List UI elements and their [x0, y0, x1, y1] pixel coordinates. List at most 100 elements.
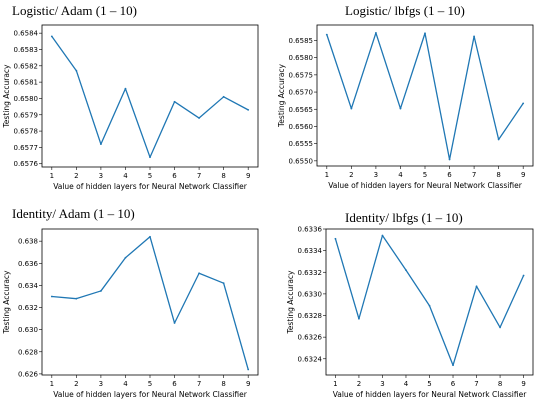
- x-tick-label: 3: [374, 171, 378, 179]
- y-tick-label: 0.6580: [14, 95, 39, 103]
- data-point: [50, 35, 53, 38]
- x-tick-label: 9: [521, 171, 525, 179]
- y-tick-label: 0.6328: [298, 312, 323, 320]
- chart-title-identity-lbfgs: Identity/ lbfgs (1 – 10): [345, 210, 463, 225]
- data-point: [149, 235, 151, 238]
- data-point: [222, 95, 225, 98]
- x-axis-label: Value of hidden layers for Neural Networ…: [328, 181, 522, 190]
- y-axis-label: Testing Accuracy: [286, 270, 295, 335]
- y-tick-label: 0.6570: [289, 89, 314, 97]
- x-tick-label: 2: [357, 380, 361, 388]
- y-axis-label: Testing Accuracy: [2, 64, 11, 129]
- y-tick-label: 0.6577: [14, 144, 39, 152]
- y-tick-label: 0.6585: [289, 37, 314, 45]
- y-tick-label: 0.6583: [14, 46, 39, 54]
- data-point: [399, 107, 402, 110]
- x-tick-label: 6: [447, 171, 452, 179]
- data-point: [198, 272, 200, 275]
- data-point: [100, 290, 102, 292]
- data-point: [173, 322, 176, 324]
- x-tick-label: 2: [349, 171, 353, 179]
- data-point: [247, 108, 250, 111]
- y-tick-label: 0.6565: [289, 106, 314, 114]
- series-line-identity-adam: [51, 236, 249, 370]
- y-tick-label: 0.6576: [14, 160, 39, 168]
- x-tick-label: 7: [472, 171, 476, 179]
- chart-title-identity-adam: Identity/ Adam (1 – 10): [12, 206, 135, 221]
- series-line-logistic-lbfgs: [326, 32, 524, 161]
- x-tick-label: 3: [380, 380, 384, 388]
- data-point: [452, 364, 454, 367]
- x-tick-label: 3: [99, 380, 103, 388]
- y-tick-label: 0.634: [18, 282, 39, 290]
- data-point: [381, 234, 384, 237]
- data-point: [499, 326, 501, 329]
- x-tick-label: 7: [197, 380, 201, 388]
- y-tick-label: 0.6584: [14, 30, 39, 38]
- x-tick-label: 2: [74, 172, 78, 180]
- plot-frame-logistic-lbfgs: [316, 24, 534, 167]
- y-tick-label: 0.628: [18, 348, 38, 356]
- series-line-logistic-adam: [51, 36, 249, 158]
- data-point: [448, 158, 451, 161]
- y-axis-label: Testing Accuracy: [277, 63, 286, 128]
- y-tick-label: 0.636: [18, 260, 39, 268]
- x-tick-label: 9: [246, 172, 250, 180]
- data-point: [375, 32, 377, 34]
- x-tick-label: 4: [123, 380, 128, 388]
- x-tick-label: 1: [333, 380, 337, 388]
- y-tick-label: 0.6579: [14, 111, 39, 119]
- y-tick-label: 0.6324: [298, 355, 323, 363]
- y-tick-label: 0.6580: [289, 54, 314, 62]
- y-tick-label: 0.6550: [289, 157, 314, 165]
- y-tick-label: 0.6560: [289, 123, 314, 131]
- y-tick-label: 0.632: [18, 304, 38, 312]
- data-point: [473, 35, 475, 38]
- x-tick-label: 2: [74, 380, 78, 388]
- y-tick-label: 0.6334: [298, 247, 323, 255]
- x-tick-label: 8: [221, 172, 225, 180]
- x-tick-label: 4: [123, 172, 128, 180]
- x-tick-label: 5: [423, 171, 427, 179]
- y-tick-label: 0.626: [18, 370, 39, 378]
- x-tick-label: 7: [474, 380, 478, 388]
- x-tick-label: 4: [404, 380, 409, 388]
- y-tick-label: 0.6326: [298, 334, 323, 342]
- x-tick-label: 9: [521, 380, 525, 388]
- data-point: [222, 282, 225, 285]
- x-axis-label: Value of hidden layers for Neural Networ…: [53, 182, 247, 191]
- x-tick-label: 6: [451, 380, 456, 388]
- x-tick-label: 1: [50, 380, 54, 388]
- x-axis-label: Value of hidden layers for Neural Networ…: [333, 390, 527, 399]
- data-point: [424, 32, 426, 35]
- chart-title-logistic-adam: Logistic/ Adam (1 – 10): [12, 3, 137, 18]
- x-tick-label: 8: [498, 380, 502, 388]
- x-tick-label: 8: [496, 171, 500, 179]
- x-tick-label: 5: [148, 380, 152, 388]
- x-tick-label: 9: [246, 380, 250, 388]
- x-tick-label: 7: [197, 172, 201, 180]
- x-tick-label: 4: [398, 171, 403, 179]
- data-point: [75, 297, 78, 300]
- y-tick-label: 0.6575: [289, 71, 314, 79]
- data-point: [325, 33, 328, 36]
- y-tick-label: 0.6332: [298, 269, 323, 277]
- data-point: [522, 274, 525, 277]
- data-point: [100, 143, 102, 146]
- x-tick-label: 5: [427, 380, 431, 388]
- x-tick-label: 3: [99, 172, 103, 180]
- y-tick-label: 0.6581: [14, 79, 39, 87]
- data-point: [350, 107, 353, 110]
- series-line-identity-lbfgs: [334, 234, 525, 366]
- x-tick-label: 6: [172, 172, 177, 180]
- data-point: [497, 138, 500, 141]
- y-tick-label: 0.6555: [289, 140, 314, 148]
- data-point: [173, 100, 176, 103]
- data-point: [475, 285, 478, 288]
- chart-title-logistic-lbfgs: Logistic/ lbfgs (1 – 10): [345, 3, 465, 18]
- plot-frame-logistic-adam: [41, 24, 259, 168]
- data-point: [198, 117, 200, 119]
- x-tick-label: 8: [221, 380, 225, 388]
- x-tick-label: 1: [325, 171, 329, 179]
